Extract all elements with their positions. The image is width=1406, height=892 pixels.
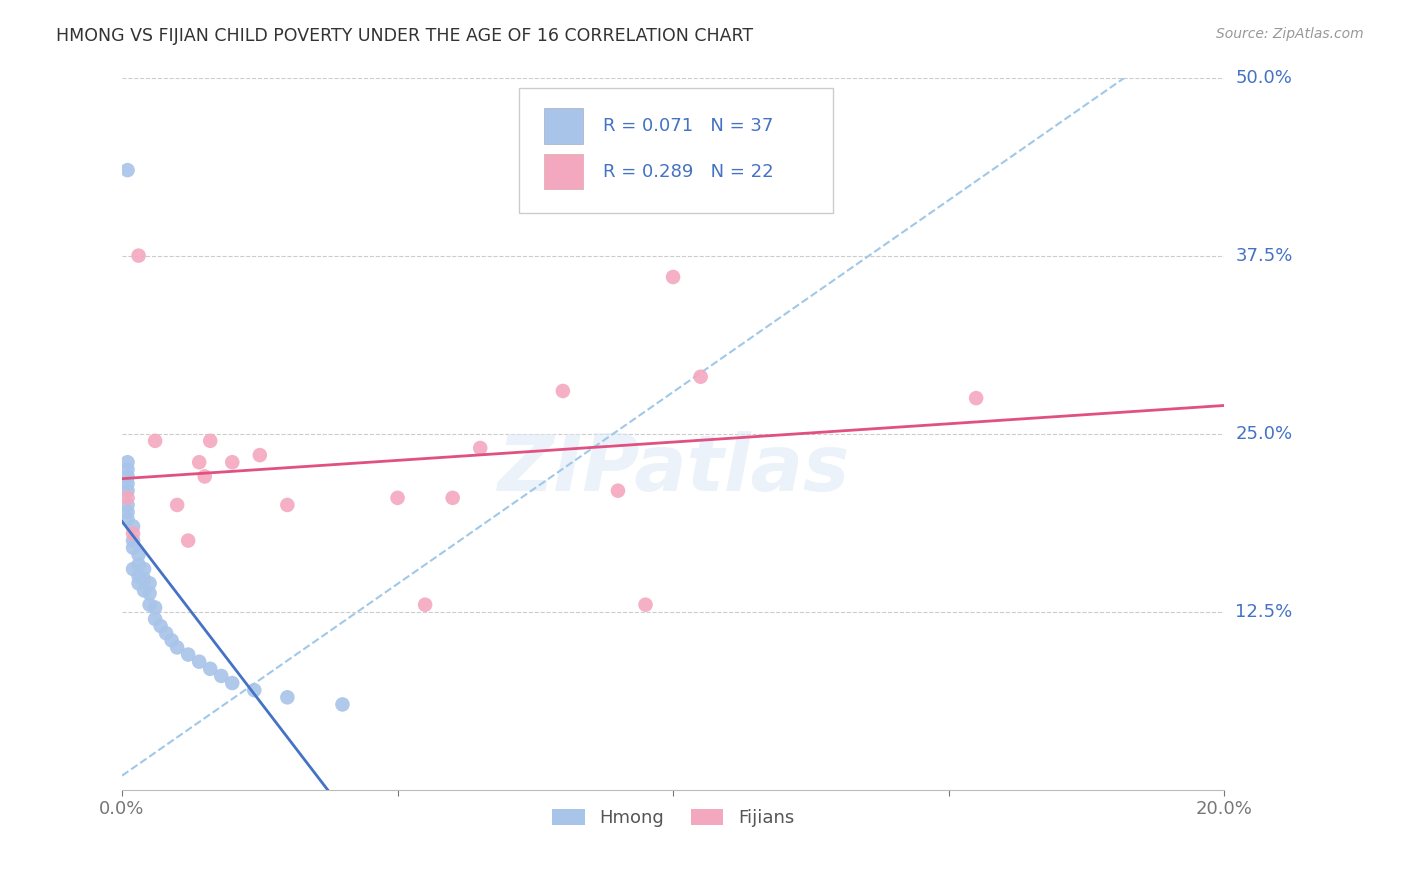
Point bbox=[138, 586, 160, 600]
Point bbox=[117, 498, 139, 512]
Point bbox=[117, 491, 139, 505]
Text: 37.5%: 37.5% bbox=[1236, 246, 1292, 265]
Text: HMONG VS FIJIAN CHILD POVERTY UNDER THE AGE OF 16 CORRELATION CHART: HMONG VS FIJIAN CHILD POVERTY UNDER THE … bbox=[56, 27, 754, 45]
Point bbox=[200, 434, 222, 448]
Point bbox=[122, 541, 145, 555]
Text: 50.0%: 50.0% bbox=[1236, 69, 1292, 87]
Point bbox=[138, 576, 160, 591]
Text: ZIPatlas: ZIPatlas bbox=[496, 432, 849, 508]
Point bbox=[470, 441, 492, 455]
Point bbox=[200, 662, 222, 676]
Text: R = 0.071   N = 37: R = 0.071 N = 37 bbox=[603, 117, 773, 135]
Point bbox=[607, 483, 630, 498]
Point bbox=[188, 455, 211, 469]
Point bbox=[634, 598, 657, 612]
Point bbox=[194, 469, 217, 483]
Point bbox=[117, 163, 139, 178]
Point bbox=[143, 434, 166, 448]
Point bbox=[117, 512, 139, 526]
Point bbox=[128, 576, 150, 591]
Point bbox=[128, 249, 150, 263]
Point bbox=[441, 491, 464, 505]
Point bbox=[128, 558, 150, 572]
Point bbox=[122, 519, 145, 533]
Point bbox=[117, 462, 139, 476]
Bar bbox=[544, 108, 582, 144]
Point bbox=[149, 619, 172, 633]
Point bbox=[122, 562, 145, 576]
Point bbox=[689, 369, 711, 384]
Point bbox=[128, 548, 150, 562]
Point bbox=[177, 533, 200, 548]
Point bbox=[128, 569, 150, 583]
Legend: Hmong, Fijians: Hmong, Fijians bbox=[546, 802, 801, 834]
Point bbox=[117, 505, 139, 519]
Point bbox=[132, 572, 155, 586]
Point bbox=[143, 612, 166, 626]
Text: R = 0.289   N = 22: R = 0.289 N = 22 bbox=[603, 162, 773, 180]
Point bbox=[276, 498, 298, 512]
Point bbox=[122, 526, 145, 541]
Point bbox=[166, 640, 188, 655]
Point bbox=[662, 270, 685, 285]
Point bbox=[332, 698, 354, 712]
Point bbox=[117, 455, 139, 469]
Point bbox=[243, 683, 266, 698]
Point bbox=[160, 633, 183, 648]
Point bbox=[117, 476, 139, 491]
Point bbox=[413, 598, 436, 612]
Point bbox=[188, 655, 211, 669]
Point bbox=[209, 669, 232, 683]
Point bbox=[177, 648, 200, 662]
Point bbox=[221, 455, 243, 469]
Text: 25.0%: 25.0% bbox=[1236, 425, 1292, 442]
Bar bbox=[544, 153, 582, 189]
FancyBboxPatch shape bbox=[519, 88, 832, 213]
Point bbox=[387, 491, 409, 505]
Point bbox=[117, 469, 139, 483]
Point bbox=[155, 626, 177, 640]
Text: Source: ZipAtlas.com: Source: ZipAtlas.com bbox=[1216, 27, 1364, 41]
Point bbox=[166, 498, 188, 512]
Point bbox=[276, 690, 298, 705]
Point bbox=[221, 676, 243, 690]
Point bbox=[132, 562, 155, 576]
Point bbox=[551, 384, 574, 398]
Point bbox=[117, 483, 139, 498]
Point bbox=[132, 583, 155, 598]
Point bbox=[143, 600, 166, 615]
Point bbox=[138, 598, 160, 612]
Point bbox=[965, 391, 987, 405]
Point bbox=[122, 533, 145, 548]
Text: 12.5%: 12.5% bbox=[1236, 603, 1292, 621]
Point bbox=[249, 448, 271, 462]
